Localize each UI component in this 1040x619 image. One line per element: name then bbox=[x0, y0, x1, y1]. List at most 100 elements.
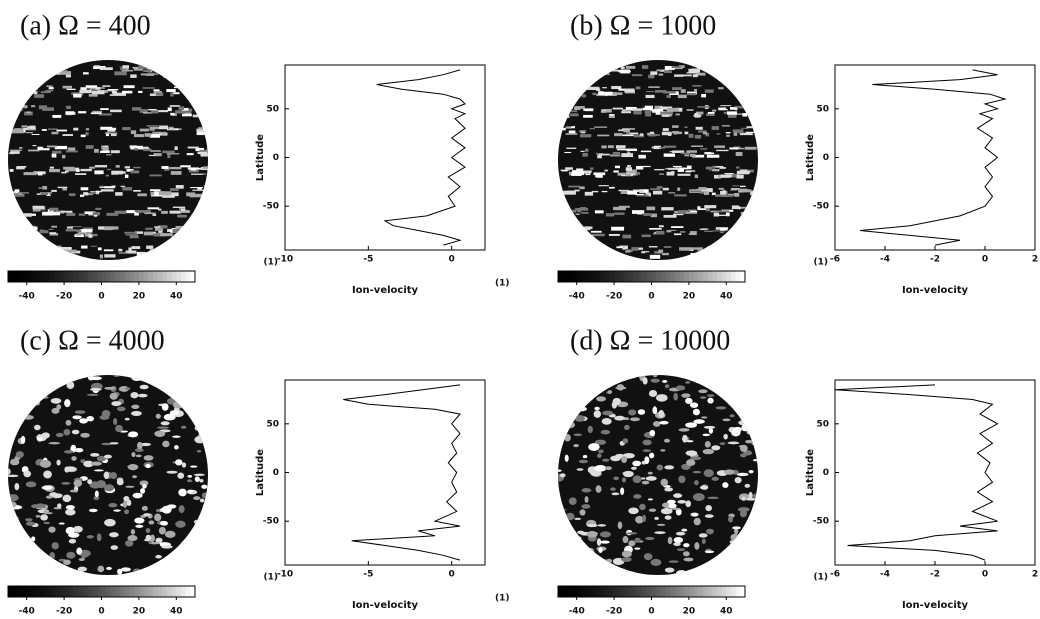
speckle bbox=[720, 175, 732, 178]
speckle bbox=[94, 149, 99, 153]
speckle bbox=[668, 192, 675, 193]
speckle bbox=[39, 187, 43, 189]
speckle bbox=[714, 145, 725, 147]
speckle bbox=[91, 113, 102, 115]
colorbar-cell bbox=[8, 586, 13, 597]
colorbar-cell bbox=[97, 586, 102, 597]
speckle bbox=[671, 226, 683, 228]
speckle bbox=[161, 166, 168, 169]
colorbar-cell bbox=[102, 271, 107, 282]
y-tick-label: 50 bbox=[266, 419, 279, 429]
speckle bbox=[74, 480, 83, 487]
speckle bbox=[42, 212, 53, 216]
speckle bbox=[106, 567, 112, 570]
speckle bbox=[606, 559, 612, 563]
speckle bbox=[576, 407, 587, 412]
speckle bbox=[684, 127, 687, 128]
speckle bbox=[567, 106, 573, 110]
colorbar-tick-label: -40 bbox=[19, 292, 35, 302]
speckle bbox=[595, 210, 604, 213]
speckle bbox=[164, 380, 176, 384]
speckle bbox=[602, 418, 612, 425]
speckle bbox=[690, 253, 700, 256]
colorbar-cell bbox=[50, 586, 55, 597]
speckle bbox=[49, 552, 55, 559]
speckle bbox=[645, 114, 651, 117]
colorbar-cell bbox=[139, 271, 144, 282]
speckle bbox=[8, 227, 17, 230]
speckle bbox=[705, 441, 711, 448]
speckle bbox=[159, 191, 172, 195]
speckle bbox=[672, 87, 682, 90]
speckle bbox=[66, 151, 78, 153]
speckle bbox=[29, 245, 35, 249]
speckle bbox=[154, 89, 160, 91]
speckle bbox=[724, 173, 733, 174]
speckle bbox=[110, 442, 119, 444]
speckle bbox=[187, 490, 193, 493]
speckle bbox=[95, 208, 101, 210]
colorbar-cell bbox=[581, 586, 586, 597]
speckle bbox=[49, 232, 56, 233]
speckle bbox=[694, 89, 697, 92]
speckle bbox=[742, 113, 747, 116]
speckle bbox=[156, 93, 163, 96]
speckle bbox=[598, 91, 603, 95]
speckle bbox=[582, 564, 591, 571]
speckle bbox=[182, 114, 192, 116]
speckle bbox=[552, 405, 564, 409]
speckle bbox=[698, 187, 706, 190]
speckle bbox=[133, 167, 140, 169]
speckle bbox=[119, 252, 128, 253]
speckle bbox=[30, 230, 35, 231]
speckle bbox=[591, 231, 602, 233]
speckle bbox=[594, 126, 607, 127]
colorbar-cell bbox=[698, 586, 703, 597]
speckle bbox=[8, 232, 16, 233]
speckle bbox=[622, 109, 626, 110]
speckle bbox=[78, 111, 86, 113]
speckle bbox=[204, 513, 211, 519]
speckle bbox=[107, 169, 111, 170]
speckle bbox=[42, 107, 54, 111]
speckle bbox=[122, 91, 132, 94]
speckle bbox=[575, 252, 582, 256]
speckle bbox=[574, 190, 579, 192]
speckle bbox=[71, 456, 76, 461]
speckle bbox=[161, 421, 170, 425]
speckle bbox=[758, 245, 768, 246]
speckle bbox=[11, 129, 23, 133]
colorbar-cell bbox=[694, 586, 699, 597]
speckle bbox=[654, 169, 664, 170]
speckle bbox=[740, 532, 751, 537]
speckle bbox=[736, 167, 740, 169]
speckle bbox=[709, 428, 713, 434]
colorbar-cell bbox=[656, 586, 661, 597]
speckle bbox=[694, 496, 699, 498]
speckle bbox=[7, 494, 19, 501]
speckle bbox=[738, 189, 748, 192]
colorbar-cell bbox=[619, 271, 624, 282]
speckle bbox=[613, 476, 619, 480]
speckle bbox=[646, 95, 655, 98]
speckle bbox=[76, 548, 82, 555]
speckle bbox=[734, 252, 739, 255]
speckle bbox=[657, 524, 666, 526]
colorbar-cell bbox=[22, 271, 27, 282]
speckle bbox=[149, 380, 154, 382]
speckle bbox=[97, 566, 104, 573]
speckle bbox=[199, 150, 212, 152]
speckle bbox=[634, 547, 640, 549]
colorbar-cell bbox=[633, 271, 638, 282]
colorbar-cell bbox=[558, 271, 563, 282]
speckle bbox=[572, 387, 584, 395]
speckle bbox=[6, 468, 10, 474]
speckle bbox=[86, 132, 89, 135]
speckle bbox=[187, 230, 197, 232]
speckle bbox=[672, 125, 678, 128]
speckle bbox=[687, 166, 692, 170]
colorbar-cell bbox=[666, 586, 671, 597]
colorbar-tick-label: -40 bbox=[569, 607, 585, 617]
speckle bbox=[104, 455, 112, 459]
speckle bbox=[199, 553, 207, 558]
